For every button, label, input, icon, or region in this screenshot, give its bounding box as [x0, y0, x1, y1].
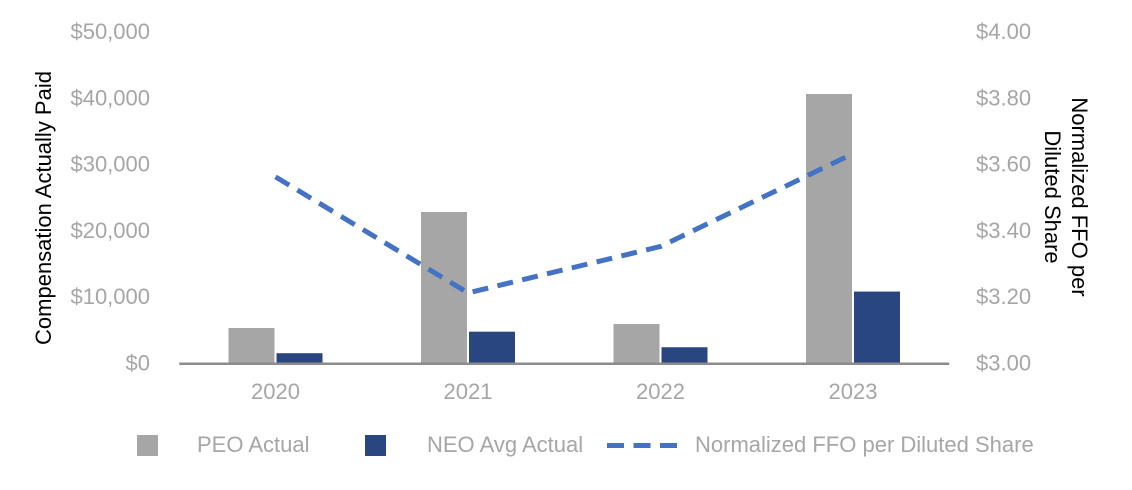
ffo-dashed-line	[274, 151, 855, 296]
peo-bar-2022	[613, 324, 660, 363]
right-axis-tick-2: $3.40	[976, 218, 1031, 243]
dashed-line-swatch-icon	[607, 442, 677, 448]
category-label-2022: 2022	[636, 379, 685, 404]
plot-area: $0 $10,000 $20,000 $30,000 $40,000 $50,000 $3.…	[70, 19, 1031, 404]
neo-bar-2020	[276, 353, 323, 363]
legend-label-normalized-ffo: Normalized FFO per Diluted Share	[695, 432, 1034, 457]
right-axis-tick-1: $3.20	[976, 284, 1031, 309]
category-label-2020: 2020	[251, 379, 300, 404]
neo-bar-2022	[661, 347, 708, 363]
left-axis-tick-5: $50,000	[70, 19, 150, 44]
right-axis-tick-0: $3.00	[976, 351, 1031, 376]
peo-actual-swatch-icon	[137, 434, 158, 456]
left-axis-tick-3: $30,000	[70, 152, 150, 177]
neo-avg-actual-swatch-icon	[365, 434, 386, 456]
left-axis-tick-1: $10,000	[70, 284, 150, 309]
legend-item-normalized-ffo: Normalized FFO per Diluted Share	[607, 432, 1034, 457]
right-axis-tick-3: $3.60	[976, 152, 1031, 177]
legend-label-neo-avg-actual: NEO Avg Actual	[427, 432, 584, 457]
left-axis-tick-4: $40,000	[70, 85, 150, 110]
right-axis-tick-4: $3.80	[976, 85, 1031, 110]
peo-bar-2020	[228, 328, 275, 363]
peo-bar-2023	[806, 93, 852, 363]
legend-label-peo-actual: PEO Actual	[197, 432, 310, 457]
category-label-2023: 2023	[829, 379, 878, 404]
left-axis-tick-2: $20,000	[70, 218, 150, 243]
left-axis-tick-0: $0	[126, 351, 150, 376]
category-label-2021: 2021	[444, 379, 493, 404]
legend-item-neo-avg-actual: NEO Avg Actual	[365, 432, 584, 457]
neo-bar-2021	[469, 331, 515, 363]
legend-item-peo-actual: PEO Actual	[137, 432, 310, 457]
neo-bar-2023	[854, 291, 900, 363]
right-axis-tick-5: $4.00	[976, 19, 1031, 44]
